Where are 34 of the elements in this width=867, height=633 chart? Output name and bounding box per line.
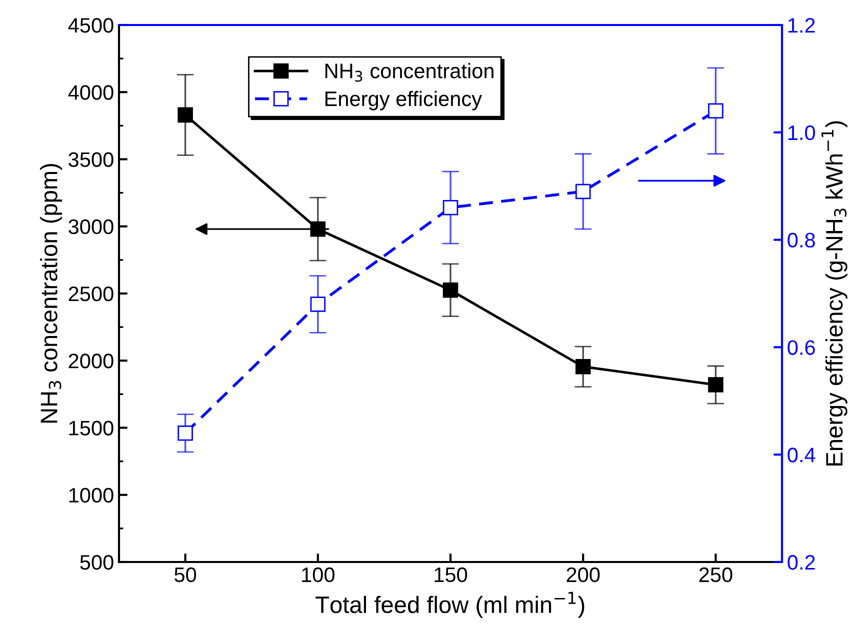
y-tick-label: 1500 (69, 420, 114, 436)
y-tick-label: 1000 (69, 488, 114, 503)
y-tick-label: 2000 (68, 354, 114, 368)
y-tick-label: 3500 (68, 152, 114, 168)
y-tick-label: 3000 (68, 219, 114, 234)
point (708, 377, 724, 392)
point (575, 184, 591, 200)
x-tick-label: 150 (434, 567, 468, 582)
y-tick-label: 4500 (68, 18, 114, 33)
y2-tick-label: 1.2 (788, 18, 815, 33)
legend-label: Energy efficiency (325, 90, 482, 110)
y2-tick-label: 0.6 (788, 340, 815, 355)
point (178, 107, 193, 123)
x-tick-label: 100 (302, 567, 334, 582)
point (575, 359, 591, 374)
x-tick-label: 50 (174, 567, 196, 582)
y-tick-label: 500 (80, 555, 114, 570)
x-tick-label: 200 (566, 567, 600, 582)
legend-label: NH$_{3}$ concentration (325, 63, 494, 82)
point (310, 296, 326, 312)
y2-tick-label: 1.0 (788, 125, 816, 140)
y2-axis-title: Energy efficiency (g-NH$_{3}$ kWh$^{−1}$) (821, 121, 848, 466)
point (442, 282, 458, 298)
y-axis-title: NH$_{3}$ concentration (ppm) (40, 164, 62, 423)
y-tick-label: 4000 (68, 85, 114, 100)
y2-tick-label: 0.8 (788, 232, 815, 248)
point (178, 425, 193, 441)
y2-tick-label: 0.4 (788, 448, 816, 462)
point (442, 200, 458, 216)
x-tick-label: 250 (699, 567, 732, 582)
x-axis-title: Total feed flow (ml min$^{−1}$) (316, 592, 584, 618)
point (708, 103, 724, 119)
y-tick-label: 2500 (68, 286, 114, 302)
y2-tick-label: 0.2 (788, 555, 815, 570)
